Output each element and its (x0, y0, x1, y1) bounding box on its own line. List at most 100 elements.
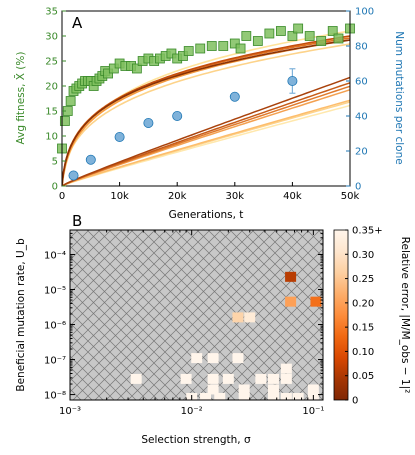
panel-a-label: A (72, 14, 83, 32)
heatmap-cell (191, 353, 203, 364)
heatmap-cell (244, 312, 256, 323)
heatmap-cell (267, 392, 279, 400)
mutation-point (85, 154, 96, 165)
mutation-model-lines (62, 76, 350, 186)
mutation-points (68, 68, 298, 181)
heatmap-cell (307, 384, 319, 395)
fitness-model-curve (62, 39, 350, 186)
panel-b-label: B (72, 212, 82, 230)
heatmap-cell (238, 384, 250, 395)
fitness-point (264, 28, 275, 39)
fitness-model-curves (62, 30, 350, 186)
mutation-model-line (62, 104, 350, 186)
panel-b: 10⁻³ 10⁻² 10⁻¹ 10⁻⁸ 10⁻⁷ 10⁻⁶ 10⁻⁵ 10⁻⁴ B Sele… (15, 212, 411, 446)
y-right-tick-label: 100 (355, 7, 374, 18)
x-tick-label: 10⁻¹ (302, 406, 324, 417)
fitness-point (316, 36, 327, 46)
x-tick-label: 30k (226, 191, 245, 202)
y-right-tick-label: 40 (355, 112, 368, 123)
fitness-point (65, 96, 76, 106)
x-tick-label: 50k (341, 191, 360, 202)
y-right-tick-label: 60 (355, 77, 368, 88)
y-left-tick-label: 25 (45, 57, 58, 68)
y-left-tick-label: 15 (45, 107, 58, 118)
mutation-point (172, 111, 183, 122)
heatmap-cell (180, 373, 192, 384)
panel-a-frame (61, 10, 351, 187)
panel-a: 0 10k 20k 30k 40k 50k 0 5 10 15 20 25 30 35 0 20 40 60 8… (14, 7, 405, 222)
fitness-model-curve (62, 35, 350, 186)
heatmap-cell (214, 392, 226, 400)
panel-a-x-axis-label: Generations, t (169, 209, 244, 221)
colorbar-tick-label: 0.15 (352, 323, 374, 334)
panel-b-x-ticks: 10⁻³ 10⁻² 10⁻¹ (59, 230, 324, 417)
heatmap-cell (200, 392, 212, 400)
fitness-point (293, 23, 304, 34)
heatmap-cell (255, 373, 267, 384)
colorbar-tick-label: 0.30 (352, 250, 374, 261)
mutation-point (287, 76, 298, 87)
fitness-point (333, 33, 344, 44)
panel-b-frame (69, 229, 324, 401)
y-tick-label: 10⁻⁶ (44, 321, 66, 332)
panel-a-right-ticks: 0 20 40 60 80 100 (346, 7, 374, 193)
heatmap-cell (285, 296, 297, 307)
mutation-point (143, 118, 154, 129)
mutation-model-line (62, 99, 350, 186)
x-tick-label: 20k (168, 191, 187, 202)
fitness-point (108, 63, 119, 74)
x-tick-label: 10⁻² (181, 406, 203, 417)
y-tick-label: 10⁻⁵ (44, 286, 66, 297)
y-left-tick-label: 0 (52, 182, 58, 193)
fitness-point (59, 116, 70, 126)
heatmap-cell (207, 373, 219, 384)
mutation-model-line (62, 76, 350, 186)
colorbar (333, 229, 349, 401)
heatmap-cell (222, 373, 234, 384)
fitness-point (304, 31, 315, 41)
fitness-point (183, 46, 194, 56)
y-tick-label: 10⁻⁴ (44, 250, 66, 261)
fitness-point (327, 26, 338, 36)
heatmap-cell (280, 373, 292, 384)
mutation-point (114, 131, 125, 142)
mutation-model-line (62, 82, 350, 186)
excluded-region (70, 230, 323, 400)
mutation-point (229, 91, 240, 102)
heatmap-cell (232, 353, 244, 364)
y-left-tick-label: 20 (45, 82, 58, 93)
heatmap-cell (238, 392, 250, 400)
panel-a-right-axis-label: Num mutations per clone (393, 31, 405, 164)
fitness-point (287, 31, 298, 41)
fitness-point (241, 31, 252, 41)
heatmap-cell (292, 392, 304, 400)
fitness-point (103, 68, 113, 79)
fitness-point (178, 51, 188, 61)
heatmap-cell (285, 271, 297, 282)
x-tick-label: 0 (59, 191, 65, 202)
y-left-tick-label: 30 (45, 32, 58, 43)
fitness-point (131, 63, 142, 74)
panel-b-x-axis-label: Selection strength, σ (141, 434, 251, 446)
x-tick-label: 10⁻³ (59, 406, 81, 417)
y-left-tick-label: 10 (45, 132, 58, 143)
colorbar-tick-label: 0.20 (352, 298, 374, 309)
panel-a-left-axis-label: Avg fitness, X̄ (%) (14, 52, 27, 145)
fitness-point (206, 41, 217, 51)
y-right-tick-label: 80 (355, 42, 368, 53)
heatmap-cell (280, 392, 292, 400)
mutation-point (68, 170, 79, 181)
colorbar-ticks: 0 0.05 0.10 0.15 0.20 0.25 0.30 0.35+ (345, 226, 383, 407)
heatmap-cell (310, 296, 322, 307)
y-left-tick-label: 5 (52, 157, 58, 168)
y-tick-label: 10⁻⁸ (44, 391, 66, 402)
fitness-point (235, 43, 246, 54)
colorbar-tick-label: 0.10 (352, 347, 374, 358)
fitness-point (275, 26, 286, 36)
y-tick-label: 10⁻⁷ (44, 356, 66, 367)
heatmap-cells (130, 271, 322, 400)
fitness-point (195, 43, 206, 54)
panel-a-x-ticks: 0 10k 20k 30k 40k 50k (59, 182, 360, 202)
panel-b-y-axis-label: Beneficial mutation rate, U_b (15, 238, 27, 392)
x-tick-label: 10k (110, 191, 129, 202)
